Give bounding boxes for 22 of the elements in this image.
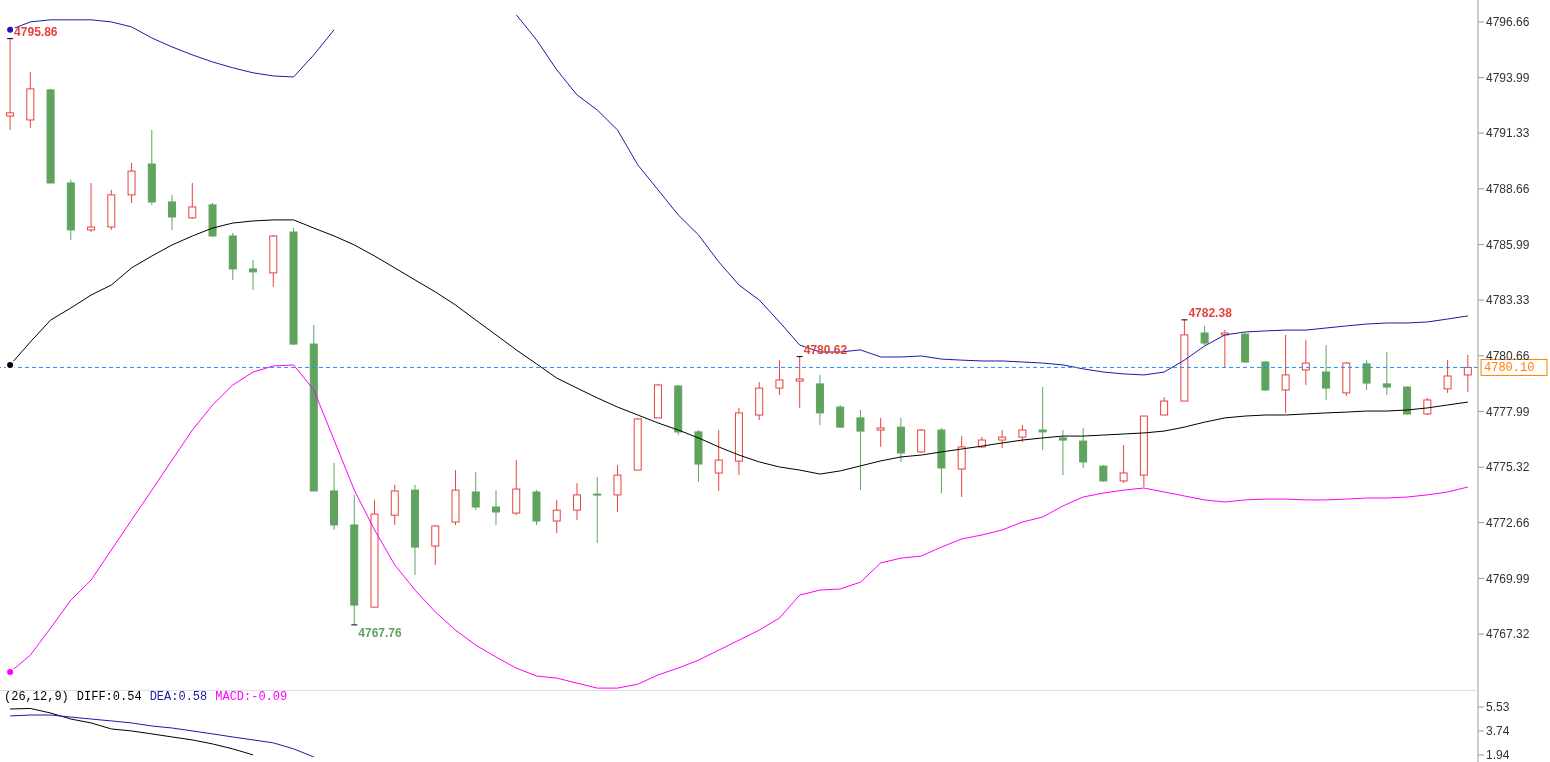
y-tick-label: 4785.99: [1486, 237, 1530, 252]
y-tick-label: 4793.99: [1486, 70, 1530, 85]
y-tick-label: 4769.99: [1486, 571, 1530, 586]
ref-line-label: 4780.10: [1484, 361, 1535, 376]
y-tick-label: 1.94: [1486, 748, 1510, 762]
chart-title: (26,12,9): [4, 690, 69, 704]
annotation: MACD:-0.09: [215, 690, 288, 704]
y-tick-label: 4767.32: [1486, 627, 1530, 642]
y-tick-label: 4772.66: [1486, 515, 1530, 530]
y-tick-label: 4796.66: [1486, 15, 1530, 30]
y-tick-label: 4783.33: [1486, 293, 1530, 308]
y-tick-label: 4777.99: [1486, 404, 1530, 419]
y-tick-label: 4788.66: [1486, 182, 1530, 197]
series-label: DEA:0.58: [149, 690, 208, 704]
y-tick-label: 4791.33: [1486, 126, 1530, 141]
series-label: DIFF:0.54: [76, 690, 142, 704]
y-tick-label: 5.53: [1486, 700, 1510, 715]
annotation: 4767.76: [358, 625, 403, 640]
y-tick-label: 4775.32: [1486, 460, 1530, 475]
annotation: 4782.38: [1188, 305, 1233, 320]
y-tick-label: 3.74: [1486, 724, 1510, 739]
annotation: 4795.86: [14, 24, 58, 39]
